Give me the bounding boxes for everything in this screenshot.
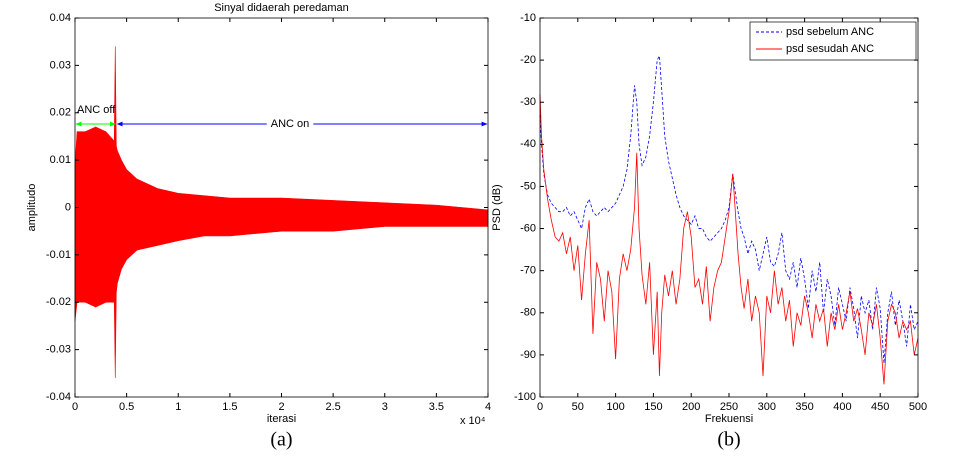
y-tick-label: -30 xyxy=(520,96,536,108)
psd-line xyxy=(539,54,919,364)
y-tick-label: 0 xyxy=(65,201,71,213)
caption: (a) xyxy=(270,429,292,451)
x-tick-label: 150 xyxy=(644,401,662,413)
y-tick-label: -70 xyxy=(520,265,536,277)
y-tick-label: -0.02 xyxy=(46,296,71,308)
annotation-label: ANC on xyxy=(271,118,310,130)
x-tick-label: 300 xyxy=(758,401,776,413)
y-tick-label: -0.04 xyxy=(46,391,71,403)
y-tick-label: 0.02 xyxy=(50,107,71,119)
y-tick-label: -80 xyxy=(520,307,536,319)
annotation-bg xyxy=(266,117,314,130)
y-tick-label: -100 xyxy=(514,391,536,403)
y-tick-label: -50 xyxy=(520,180,536,192)
y-tick-label: -20 xyxy=(520,54,536,66)
y-tick-label: -0.03 xyxy=(46,344,71,356)
x-tick-label: 100 xyxy=(606,401,624,413)
y-axis-label: amplitudo xyxy=(26,184,38,232)
x-tick-label: 400 xyxy=(833,401,851,413)
x-tick-label: 0 xyxy=(537,401,543,413)
x-tick-label: 1.5 xyxy=(222,401,237,413)
x-tick-label: 0.5 xyxy=(119,401,134,413)
x-tick-label: 350 xyxy=(795,401,813,413)
plot-area xyxy=(540,18,918,397)
x-tick-label: 2.5 xyxy=(325,401,340,413)
psd-line xyxy=(539,93,919,385)
x-tick-label: 450 xyxy=(871,401,889,413)
y-tick-label: 0.03 xyxy=(50,59,71,71)
legend-label: psd sesudah ANC xyxy=(786,43,874,55)
y-tick-label: -10 xyxy=(520,12,536,24)
y-tick-label: 0.04 xyxy=(50,12,71,24)
x-tick-label: 1 xyxy=(175,401,181,413)
legend-box xyxy=(749,21,917,61)
y-tick-label: -60 xyxy=(520,222,536,234)
y-tick-label: -0.01 xyxy=(46,249,71,261)
x-tick-label: 250 xyxy=(720,401,738,413)
x-tick-label: 2 xyxy=(278,401,284,413)
x-tick-label: 50 xyxy=(572,401,584,413)
x-axis-label: Frekuensi xyxy=(705,413,753,425)
x-multiplier: x 10⁴ xyxy=(460,415,486,427)
y-axis-label: PSD (dB) xyxy=(491,184,503,230)
x-tick-label: 500 xyxy=(909,401,927,413)
x-tick-label: 200 xyxy=(682,401,700,413)
y-tick-label: -40 xyxy=(520,138,536,150)
x-tick-label: 3.5 xyxy=(429,401,444,413)
x-tick-label: 0 xyxy=(72,401,78,413)
legend-label: psd sebelum ANC xyxy=(786,26,874,38)
y-tick-label: -90 xyxy=(520,349,536,361)
annotation-label: ANC off xyxy=(77,104,116,116)
chart-title: Sinyal didaerah peredaman xyxy=(214,2,349,14)
caption: (b) xyxy=(717,429,740,451)
y-tick-label: 0.01 xyxy=(50,154,71,166)
x-tick-label: 4 xyxy=(485,401,491,413)
x-axis-label: iterasi xyxy=(267,413,296,425)
x-tick-label: 3 xyxy=(382,401,388,413)
